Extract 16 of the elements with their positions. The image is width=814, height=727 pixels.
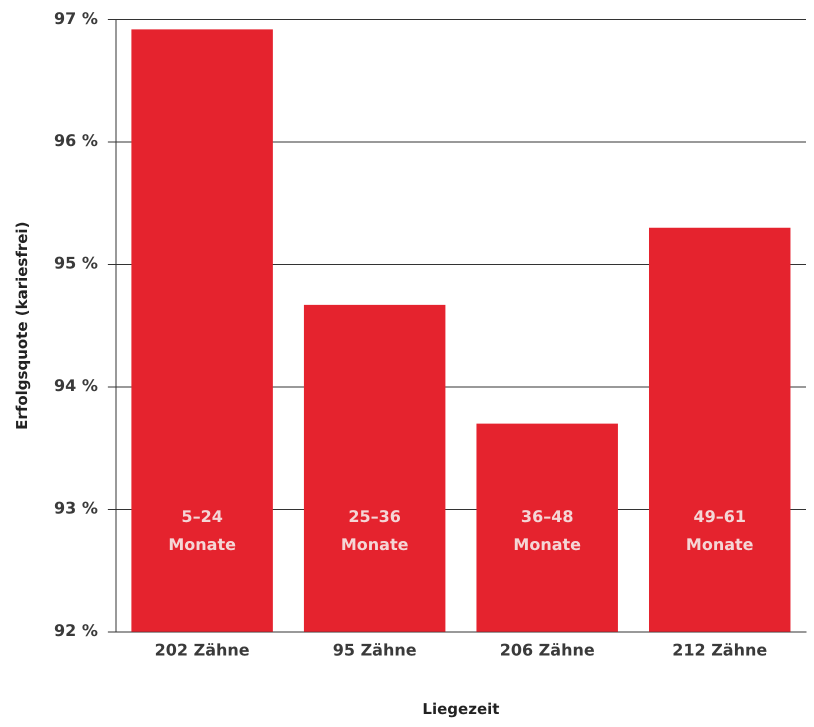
y-tick-label: 95 % [54, 254, 98, 273]
x-tick-label: 202 Zähne [154, 640, 250, 660]
x-tick-label: 212 Zähne [672, 640, 768, 660]
y-axis-title: Erfolgsquote (kariesfrei) [12, 222, 31, 430]
annotation: 36–48 Monate [513, 506, 582, 554]
y-tick-label: 97 % [54, 8, 98, 28]
x-tick-label: 206 Zähne [500, 640, 595, 660]
x-axis-title: Liegezeit [422, 700, 500, 718]
y-tick-label: 93 % [54, 498, 98, 518]
annotation: 25–36 Monate [340, 506, 409, 554]
y-tick-label: 96 % [54, 131, 98, 150]
annotation: 49–61 Monate [686, 506, 754, 554]
y-tick-label: 92 % [54, 620, 98, 640]
annotation: 5–24 Monate [168, 506, 236, 554]
x-tick-label: 95 Zähne [332, 640, 417, 660]
y-tick-label: 94 % [54, 376, 98, 396]
